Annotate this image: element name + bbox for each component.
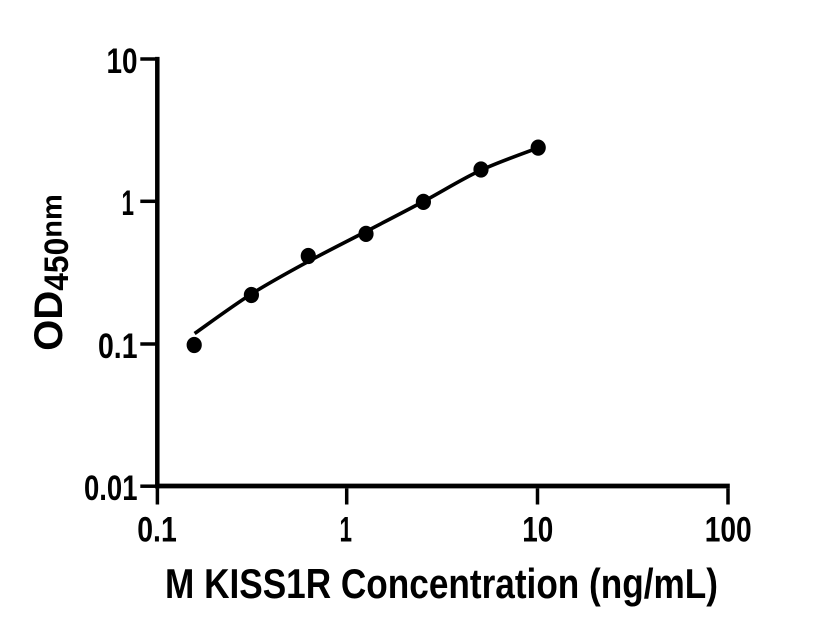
svg-text:10: 10 <box>522 510 553 549</box>
svg-text:M KISS1R Concentration (ng/mL): M KISS1R Concentration (ng/mL) <box>165 560 718 607</box>
svg-text:0.1: 0.1 <box>137 510 177 549</box>
svg-text:OD450nm: OD450nm <box>27 194 76 351</box>
svg-text:0.01: 0.01 <box>84 469 138 508</box>
svg-text:100: 100 <box>705 510 752 549</box>
svg-text:10: 10 <box>107 42 138 81</box>
svg-text:0.1: 0.1 <box>98 327 138 366</box>
svg-text:1: 1 <box>340 510 353 549</box>
svg-text:1: 1 <box>122 184 135 223</box>
